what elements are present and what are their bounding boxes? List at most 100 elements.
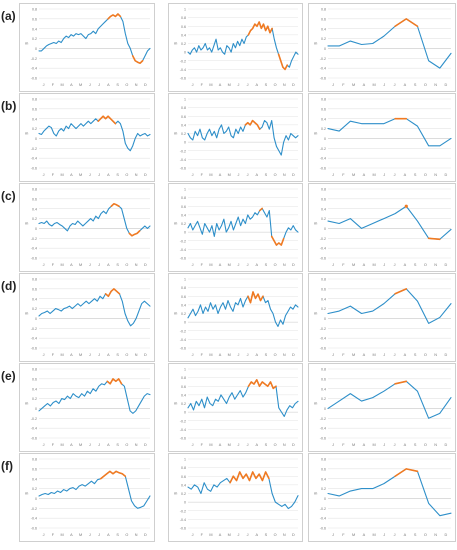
x-tick-label: S: [414, 443, 417, 447]
y-tick-label: -0.6: [320, 347, 326, 351]
x-tick-label: M: [79, 83, 82, 87]
y-tick-label: 0: [324, 137, 326, 141]
x-tick-label: A: [404, 263, 407, 267]
x-tick-label: N: [434, 353, 437, 357]
x-tick-label: F: [342, 533, 345, 537]
x-tick-label: J: [332, 353, 334, 357]
x-tick-label: J: [98, 263, 100, 267]
chart-panel-b-monthly: 0.8 0.6 0.4 0.2 0 -0.2 -0.4 -0.6 m J F M A M J J A S O N D: [308, 93, 456, 182]
y-tick-label: -0.6: [31, 167, 37, 171]
y-tick-label: 0.4: [32, 297, 37, 301]
y-tick-label: 0.6: [32, 197, 37, 201]
x-tick-label: M: [373, 263, 376, 267]
y-axis-label: m: [25, 311, 29, 316]
x-tick-label: O: [125, 83, 128, 87]
y-axis-label: m: [25, 401, 29, 406]
x-tick-label: J: [237, 353, 239, 357]
series-line: [38, 378, 151, 414]
highlight-segment: [394, 380, 408, 385]
x-tick-label: J: [332, 263, 334, 267]
panel-frame: [308, 273, 456, 362]
y-tick-label: 0: [184, 501, 186, 505]
y-tick-label: 0.8: [181, 106, 186, 110]
y-tick-label: -0.4: [180, 248, 186, 252]
x-tick-label: O: [125, 173, 128, 177]
y-axis-label: m: [174, 41, 178, 46]
highlight-segment: [258, 207, 263, 212]
x-tick-label: S: [116, 533, 119, 537]
y-tick-label: -0.4: [31, 247, 37, 251]
y-tick-label: 0.4: [32, 207, 37, 211]
series-line: [327, 380, 452, 419]
x-tick-label: J: [192, 533, 194, 537]
y-tick-label: 0: [184, 411, 186, 415]
x-tick-label: N: [434, 443, 437, 447]
x-tick-label: F: [342, 173, 345, 177]
chart-panel-a-smoothed: 0.8 0.6 0.4 0.2 0 -0.2 -0.4 -0.6 m J F M A M J J A S O N D: [19, 3, 155, 92]
y-tick-label: -0.2: [180, 509, 186, 513]
x-tick-label: N: [283, 173, 286, 177]
x-tick-label: J: [192, 173, 194, 177]
x-tick-label: M: [79, 533, 82, 537]
y-tick-label: -0.6: [180, 437, 186, 441]
x-tick-label: A: [404, 83, 407, 87]
y-tick-label: 0.2: [321, 307, 326, 311]
y-axis-label: m: [174, 401, 178, 406]
row-label: (c): [1, 189, 16, 203]
x-tick-label: M: [209, 83, 212, 87]
x-tick-label: J: [332, 533, 334, 537]
x-tick-label: O: [274, 533, 277, 537]
panel-frame: [19, 453, 155, 542]
highlight-segment: [229, 471, 270, 484]
highlight-segment: [394, 18, 419, 28]
x-tick-label: M: [373, 533, 376, 537]
x-tick-label: N: [283, 263, 286, 267]
chart-panel-b-smoothed: 0.8 0.6 0.4 0.2 0 -0.2 -0.4 -0.6 m J F M A M J J A S O N D: [19, 93, 155, 182]
highlight-point: [404, 204, 408, 208]
x-tick-label: F: [52, 173, 55, 177]
x-tick-label: O: [274, 173, 277, 177]
y-tick-label: -0.2: [320, 147, 326, 151]
x-tick-label: F: [52, 83, 55, 87]
y-tick-label: 0.2: [181, 42, 186, 46]
x-tick-label: A: [363, 83, 366, 87]
x-tick-label: J: [383, 83, 385, 87]
x-tick-label: F: [201, 83, 204, 87]
x-tick-label: J: [247, 533, 249, 537]
panel-frame: [308, 93, 456, 182]
y-axis-label: m: [314, 41, 318, 46]
y-tick-label: 0: [184, 231, 186, 235]
y-tick-label: -0.4: [320, 337, 326, 341]
series-line: [187, 291, 299, 327]
x-tick-label: S: [265, 263, 268, 267]
y-tick-label: -0.6: [180, 167, 186, 171]
x-tick-label: A: [255, 533, 258, 537]
x-tick-label: A: [404, 173, 407, 177]
x-tick-label: J: [237, 83, 239, 87]
panel-frame: [168, 183, 303, 272]
x-tick-label: M: [373, 353, 376, 357]
x-tick-label: O: [125, 263, 128, 267]
x-tick-label: J: [43, 533, 45, 537]
x-tick-label: O: [424, 443, 427, 447]
y-tick-label: 0.2: [321, 397, 326, 401]
y-axis-label: m: [314, 491, 318, 496]
x-tick-label: F: [342, 353, 345, 357]
y-tick-label: 0.8: [32, 368, 37, 372]
x-tick-label: M: [209, 173, 212, 177]
highlight-segment: [99, 470, 127, 480]
x-tick-label: M: [209, 263, 212, 267]
y-tick-label: 0: [35, 227, 37, 231]
y-tick-label: -0.4: [320, 67, 326, 71]
series-line: [38, 470, 151, 509]
x-tick-label: F: [52, 533, 55, 537]
y-tick-label: -0.4: [180, 428, 186, 432]
y-axis-label: m: [314, 401, 318, 406]
y-tick-label: 0: [324, 497, 326, 501]
panel-frame: [168, 363, 303, 452]
x-tick-label: N: [135, 533, 138, 537]
x-tick-label: A: [107, 533, 110, 537]
row-label: (a): [1, 9, 16, 23]
x-tick-label: O: [274, 83, 277, 87]
x-tick-label: A: [219, 353, 222, 357]
